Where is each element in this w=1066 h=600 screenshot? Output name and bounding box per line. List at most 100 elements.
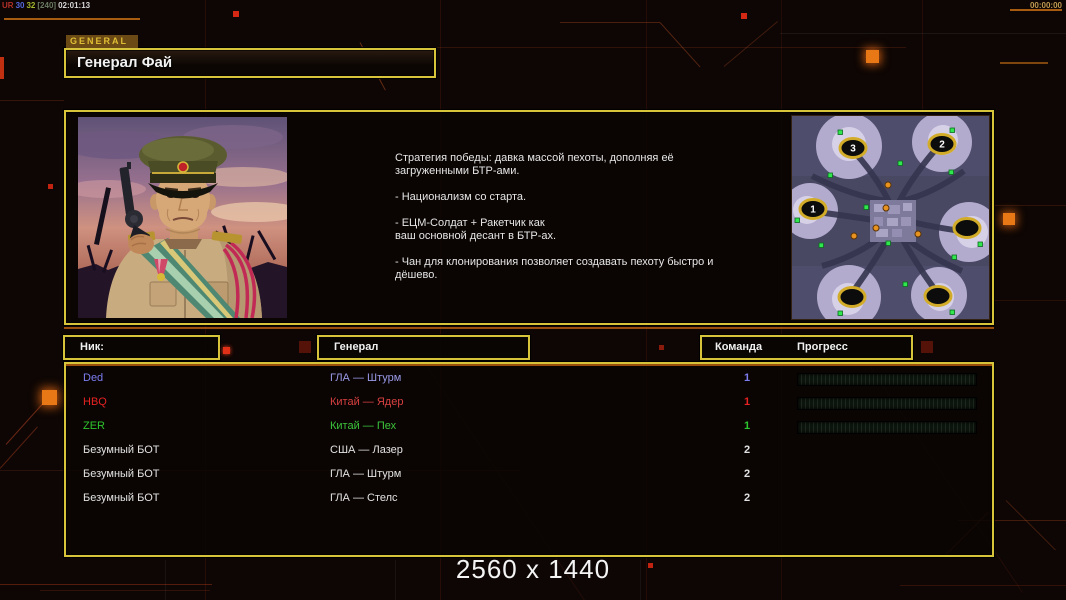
header-progress-label: Прогресс xyxy=(797,341,848,353)
general-title-box: Генерал Фай xyxy=(64,48,436,78)
status-segment: 02:01:13 xyxy=(58,1,91,10)
deco-gridline xyxy=(436,47,906,48)
header-general-label: Генерал xyxy=(334,341,379,353)
table-row: HBQ Китай — Ядер 1 xyxy=(66,391,992,415)
tech-marker xyxy=(850,232,858,240)
resource-dot xyxy=(977,241,983,247)
deco-square-red xyxy=(659,345,664,350)
deco-square-orange xyxy=(866,50,879,63)
table-row: Ded ГЛА — Штурм 1 xyxy=(66,367,992,391)
player-team: 2 xyxy=(743,468,751,480)
player-nick: Ded xyxy=(83,372,104,384)
deco-diagonal xyxy=(560,22,660,23)
status-segment: UR xyxy=(2,1,14,10)
player-general: Китай — Ядер xyxy=(330,396,404,408)
header-general: Генерал xyxy=(317,335,530,360)
start-position-number: 1 xyxy=(810,205,816,216)
deco-diagonal xyxy=(1005,500,1056,551)
player-team: 1 xyxy=(743,396,751,408)
resource-dot xyxy=(863,204,869,210)
deco-square-orange xyxy=(42,390,57,405)
deco-edge-tick xyxy=(0,57,4,79)
status-segment: [240] xyxy=(37,1,57,10)
resource-dot xyxy=(837,129,843,135)
deco-square-darkred xyxy=(921,341,933,353)
deco-gridline xyxy=(900,585,1066,586)
deco-panel-underline xyxy=(64,327,994,329)
table-row: Безумный БОТ США — Лазер 2 xyxy=(66,439,992,463)
deco-gridline xyxy=(0,100,64,101)
resource-dot xyxy=(949,127,955,133)
resource-dot xyxy=(897,160,903,166)
table-row: Безумный БОТ ГЛА — Стелс 2 xyxy=(66,487,992,511)
resource-dot xyxy=(837,310,843,316)
resolution-label: 2560 x 1440 xyxy=(455,554,611,584)
player-nick: Безумный БОТ xyxy=(83,492,160,504)
player-general: ГЛА — Стелс xyxy=(330,492,398,504)
start-position xyxy=(838,137,868,159)
strategy-paragraph: - Национализм со старта. xyxy=(395,191,527,203)
general-title: Генерал Фай xyxy=(77,54,173,71)
start-position xyxy=(927,133,957,155)
start-position-number: 3 xyxy=(850,144,856,155)
deco-gridline xyxy=(780,33,1066,34)
player-nick: ZER xyxy=(83,420,105,432)
progress-bar xyxy=(797,397,977,410)
general-portrait xyxy=(63,117,301,319)
header-team-progress: Команда Прогресс xyxy=(700,335,913,360)
start-position-number: 2 xyxy=(939,140,945,151)
player-general: ГЛА — Штурм xyxy=(330,468,402,480)
table-row: Безумный БОТ ГЛА — Штурм 2 xyxy=(66,463,992,487)
deco-gridline xyxy=(40,590,210,591)
deco-diagonal xyxy=(659,22,701,68)
progress-bar xyxy=(797,421,977,434)
header-nick-label: Ник: xyxy=(80,341,104,353)
resource-dot xyxy=(827,172,833,178)
deco-accent-line xyxy=(1000,62,1048,64)
resource-dot xyxy=(949,309,955,315)
start-position xyxy=(952,217,982,239)
deco-gridline xyxy=(994,205,1066,206)
start-position xyxy=(837,286,867,308)
deco-square-red xyxy=(48,184,53,189)
players-panel: Ded ГЛА — Штурм 1 HBQ Китай — Ядер 1 ZER Китай … xyxy=(64,362,994,557)
resource-dot xyxy=(818,242,824,248)
deco-square-red xyxy=(741,13,747,19)
strategy-paragraph: Стратегия победы: давка массой пехоты, д… xyxy=(395,152,674,177)
player-team: 1 xyxy=(743,420,751,432)
deco-square-red xyxy=(233,11,239,17)
player-nick: HBQ xyxy=(83,396,107,408)
gentool-status: UR 30 32 [240] 02:01:13 xyxy=(2,1,92,10)
tech-marker xyxy=(914,230,922,238)
tech-marker xyxy=(882,204,890,212)
player-nick: Безумный БОТ xyxy=(83,468,160,480)
player-general: США — Лазер xyxy=(330,444,403,456)
strategy-text: Стратегия победы: давка массой пехоты, д… xyxy=(395,152,735,295)
status-segment: 32 xyxy=(26,1,36,10)
general-portrait-image xyxy=(63,117,301,319)
deco-gridline xyxy=(922,0,923,110)
player-team: 2 xyxy=(743,444,751,456)
player-general: ГЛА — Штурм xyxy=(330,372,402,384)
start-position xyxy=(798,198,828,220)
deco-diagonal xyxy=(0,426,38,469)
deco-square-orange xyxy=(1003,213,1015,225)
deco-players-topline xyxy=(66,364,992,366)
header-team-label: Команда xyxy=(715,341,763,353)
tech-marker xyxy=(884,181,892,189)
minimap: 3 2 1 xyxy=(791,115,990,320)
tab-general: GENERAL xyxy=(66,35,138,48)
game-timer: 00:00:00 xyxy=(1029,1,1062,10)
tech-marker xyxy=(872,224,880,232)
strategy-paragraph: - Чан для клонирования позволяет создава… xyxy=(395,256,714,281)
resource-dot xyxy=(902,281,908,287)
player-nick: Безумный БОТ xyxy=(83,444,160,456)
deco-accent-line xyxy=(4,18,140,20)
minimap-image: 3 2 1 xyxy=(792,116,989,319)
deco-diagonal xyxy=(5,402,44,445)
deco-gridline xyxy=(994,300,1066,301)
player-general: Китай — Пех xyxy=(330,420,397,432)
progress-bar xyxy=(797,373,977,386)
status-segment: 30 xyxy=(15,1,25,10)
resource-dot xyxy=(885,240,891,246)
